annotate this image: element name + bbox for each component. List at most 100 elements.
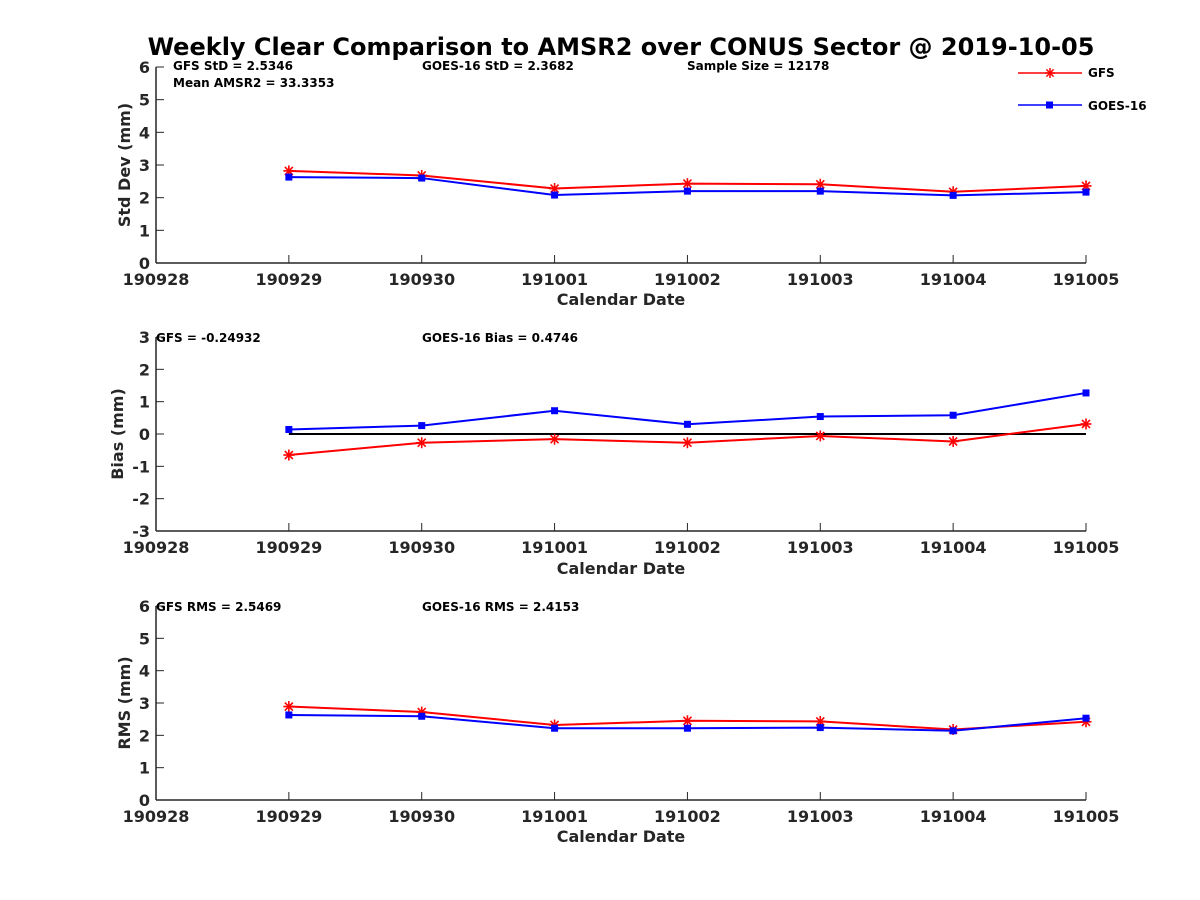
stat-annotation: GOES-16 Bias = 0.4746 — [422, 331, 578, 345]
data-point-goes16 — [1082, 389, 1090, 397]
y-tick-label: 5 — [139, 91, 150, 110]
x-tick-label: 191005 — [1053, 538, 1120, 557]
data-point-gfs — [947, 435, 959, 447]
data-point-goes16 — [1082, 188, 1090, 196]
stat-annotation: GOES-16 RMS = 2.4153 — [422, 600, 579, 614]
data-point-goes16 — [683, 420, 691, 428]
x-tick-label: 190930 — [388, 807, 455, 826]
x-axis-label: Calendar Date — [557, 559, 686, 578]
x-tick-label: 190929 — [255, 807, 322, 826]
data-point-goes16 — [551, 407, 559, 415]
y-tick-label: 1 — [139, 393, 150, 412]
x-tick-label: 191003 — [787, 270, 854, 289]
x-tick-label: 191002 — [654, 538, 721, 557]
x-tick-label: 191002 — [654, 270, 721, 289]
data-point-goes16 — [285, 173, 293, 181]
panels: 190928 190929 190930 191001 191002 191003 1910… — [108, 58, 1119, 846]
data-point-goes16 — [285, 425, 293, 433]
data-point-gfs — [681, 437, 693, 449]
x-tick-label: 191001 — [521, 807, 588, 826]
x-tick-label: 190929 — [255, 538, 322, 557]
data-point-goes16 — [418, 174, 426, 182]
stat-annotation: GFS RMS = 2.5469 — [156, 600, 281, 614]
legend-goes16-label: GOES-16 — [1088, 99, 1147, 113]
x-tick-label: 190930 — [388, 270, 455, 289]
data-point-goes16 — [949, 727, 957, 735]
x-tick-label: 191001 — [521, 270, 588, 289]
data-point-gfs — [416, 437, 428, 449]
y-tick-label: 1 — [139, 759, 150, 778]
y-tick-label: 4 — [139, 123, 150, 142]
legend-gfs-label: GFS — [1088, 66, 1115, 80]
y-tick-label: 2 — [139, 726, 150, 745]
y-tick-label: 0 — [139, 254, 150, 273]
y-tick-label: 3 — [139, 694, 150, 713]
x-tick-label: 191004 — [920, 807, 987, 826]
chart-panel-1: 190928 190929 190930 191001 191002 191003 1910… — [115, 58, 1119, 309]
y-tick-label: -1 — [132, 457, 150, 476]
y-tick-label: 5 — [139, 629, 150, 648]
legend-gfs-marker — [1045, 68, 1055, 78]
x-tick-label: 191002 — [654, 807, 721, 826]
x-tick-label: 191005 — [1053, 807, 1120, 826]
y-tick-label: 2 — [139, 360, 150, 379]
x-tick-label: 191003 — [787, 538, 854, 557]
x-tick-label: 191004 — [920, 270, 987, 289]
data-point-gfs — [681, 178, 693, 190]
x-tick-label: 190928 — [123, 538, 190, 557]
y-axis-label: Std Dev (mm) — [115, 103, 134, 227]
x-tick-label: 191005 — [1053, 270, 1120, 289]
data-point-gfs — [549, 183, 561, 195]
x-tick-label: 190929 — [255, 270, 322, 289]
y-tick-label: 6 — [139, 597, 150, 616]
y-tick-label: 3 — [139, 156, 150, 175]
y-tick-label: 4 — [139, 662, 150, 681]
stat-annotation: GOES-16 StD = 2.3682 — [422, 59, 574, 73]
stat-annotation: GFS = -0.24932 — [156, 331, 261, 345]
data-point-goes16 — [683, 724, 691, 732]
figure-title: Weekly Clear Comparison to AMSR2 over CO… — [148, 33, 1095, 61]
data-point-gfs — [814, 430, 826, 442]
x-tick-label: 191004 — [920, 538, 987, 557]
data-point-goes16 — [1082, 714, 1090, 722]
y-tick-label: 0 — [139, 791, 150, 810]
x-tick-label: 191001 — [521, 538, 588, 557]
y-axis-label: RMS (mm) — [115, 656, 134, 749]
data-point-gfs — [1080, 180, 1092, 192]
y-axis-label: Bias (mm) — [108, 388, 127, 480]
data-point-gfs — [549, 433, 561, 445]
stat-annotation: GFS StD = 2.5346 — [173, 59, 293, 73]
chart-panel-3: 190928 190929 190930 191001 191002 191003 1910… — [115, 597, 1119, 846]
data-point-goes16 — [816, 724, 824, 732]
data-point-goes16 — [816, 413, 824, 421]
y-tick-label: -2 — [132, 490, 150, 509]
data-point-gfs — [283, 165, 295, 177]
y-tick-label: 6 — [139, 58, 150, 77]
data-point-goes16 — [551, 724, 559, 732]
x-tick-label: 190928 — [123, 807, 190, 826]
y-tick-label: -3 — [132, 522, 150, 541]
y-tick-label: 3 — [139, 328, 150, 347]
x-axis-label: Calendar Date — [557, 290, 686, 309]
data-point-goes16 — [683, 187, 691, 195]
x-axis-label: Calendar Date — [557, 827, 686, 846]
stat-annotation: Sample Size = 12178 — [687, 59, 829, 73]
x-tick-label: 190930 — [388, 538, 455, 557]
y-tick-label: 1 — [139, 221, 150, 240]
data-point-goes16 — [285, 711, 293, 719]
x-tick-label: 190928 — [123, 270, 190, 289]
data-point-goes16 — [949, 411, 957, 419]
data-point-gfs — [283, 701, 295, 713]
data-point-goes16 — [816, 187, 824, 195]
data-point-gfs — [283, 449, 295, 461]
data-point-goes16 — [418, 712, 426, 720]
chart-panel-2: 190928 190929 190930 191001 191002 191003 1910… — [108, 328, 1119, 578]
data-point-gfs — [681, 715, 693, 727]
data-point-goes16 — [418, 422, 426, 430]
stat-annotation: Mean AMSR2 = 33.3353 — [173, 76, 334, 90]
data-point-gfs — [1080, 418, 1092, 430]
y-tick-label: 2 — [139, 189, 150, 208]
y-tick-label: 0 — [139, 425, 150, 444]
legend: GFS GOES-16 — [1018, 66, 1147, 113]
